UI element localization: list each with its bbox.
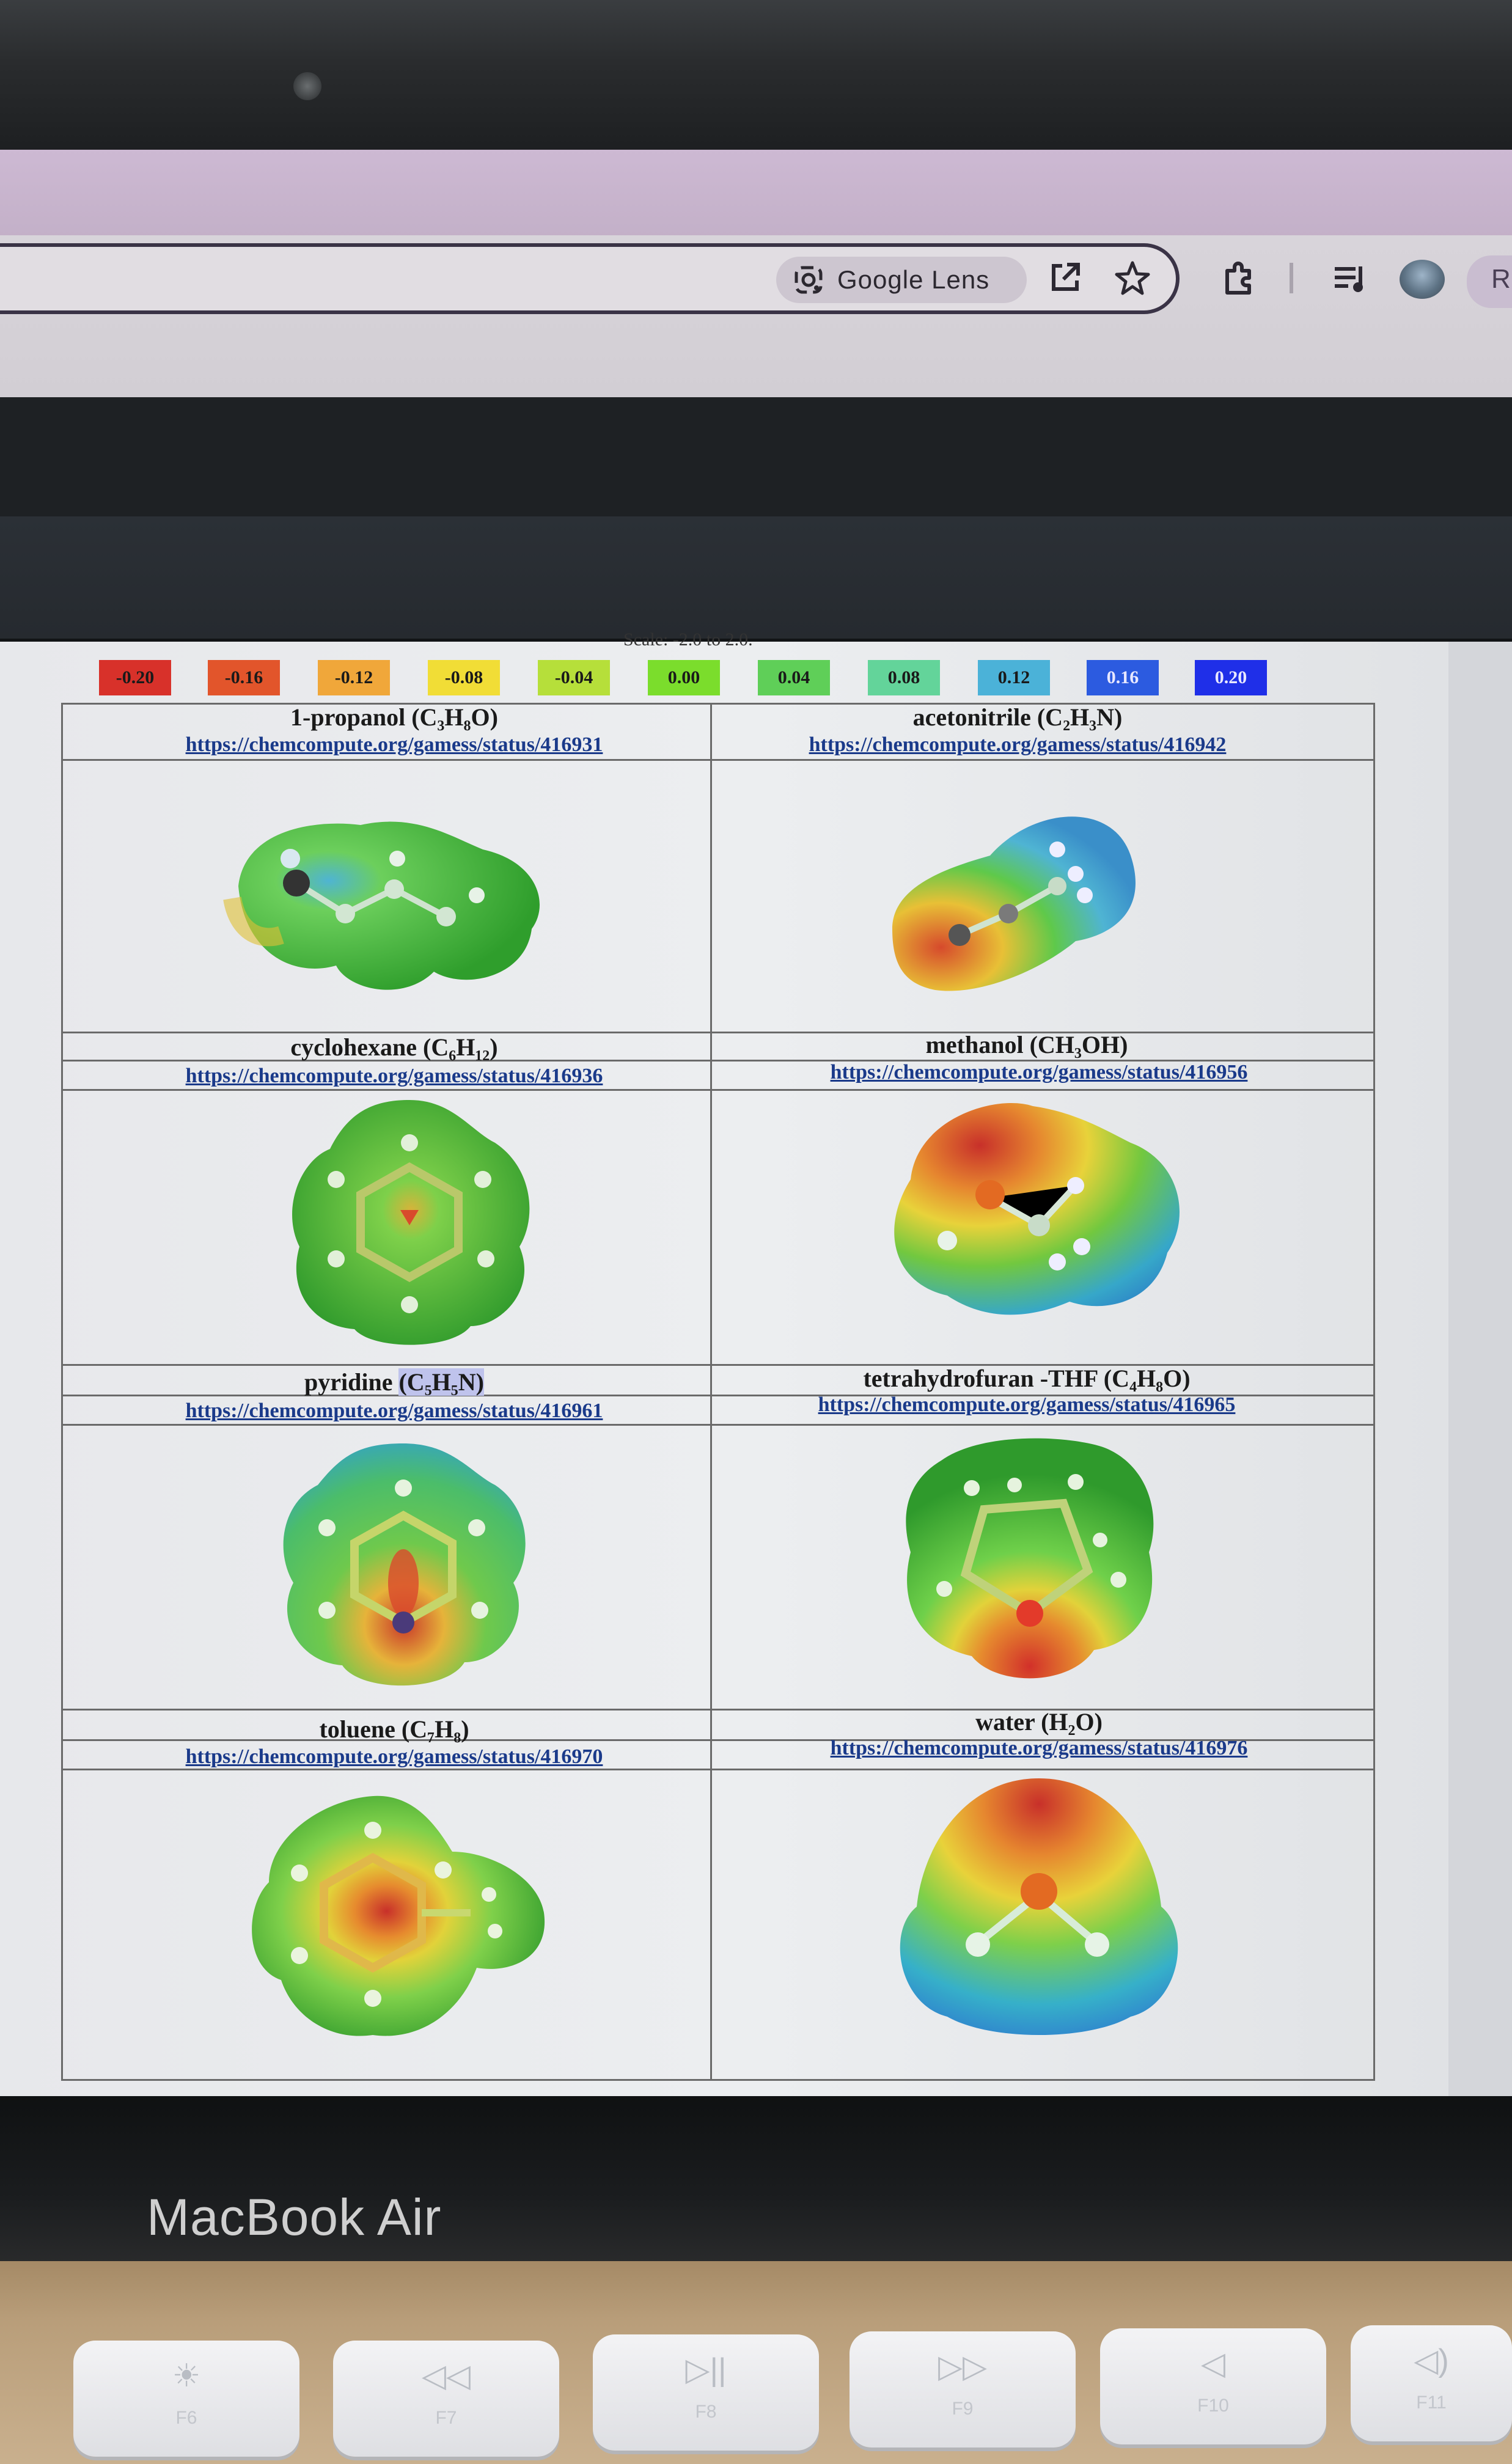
key-f11[interactable]: ◁) F11 xyxy=(1351,2325,1512,2441)
molecule-link[interactable]: https://chemcompute.org/gamess/status/41… xyxy=(830,1061,1248,1084)
key-f6[interactable]: ☀ F6 xyxy=(73,2341,299,2457)
acetonitrile-potential-map xyxy=(892,816,1136,991)
table-divider xyxy=(61,1709,1375,1711)
key-f7[interactable]: ◁◁ F7 xyxy=(333,2341,559,2457)
key-f9[interactable]: ▷▷ F9 xyxy=(850,2331,1076,2448)
volume-down-icon: ◁) xyxy=(1414,2343,1449,2378)
table-divider xyxy=(61,1739,1375,1741)
molecule-title: toluene (C₇H₈) xyxy=(319,1715,469,1743)
toolbar-divider xyxy=(1290,263,1293,293)
table-divider xyxy=(61,1032,1375,1033)
google-lens-button[interactable]: Google Lens xyxy=(776,257,1027,303)
page-dark-band xyxy=(0,397,1512,519)
scale-swatch: 0.04 xyxy=(758,660,830,695)
rewind-icon: ◁◁ xyxy=(422,2358,471,2394)
molecule-link[interactable]: https://chemcompute.org/gamess/status/41… xyxy=(818,1393,1236,1416)
camera-icon xyxy=(293,72,321,100)
scale-swatch: 0.08 xyxy=(868,660,940,695)
methanol-potential-map xyxy=(894,1103,1180,1315)
molecule-title: methanol (CH₃OH) xyxy=(925,1031,1128,1058)
extensions-icon[interactable] xyxy=(1220,258,1259,304)
table-divider xyxy=(61,1364,1375,1366)
table-divider xyxy=(710,703,712,2081)
avatar[interactable] xyxy=(1400,260,1445,299)
google-lens-icon xyxy=(793,265,824,295)
screen-bezel-bottom xyxy=(0,2096,1512,2267)
page-edge xyxy=(1448,642,1512,2105)
molecule-link[interactable]: https://chemcompute.org/gamess/status/41… xyxy=(830,1737,1248,1759)
mute-icon: ◁ xyxy=(1201,2346,1225,2382)
molecule-title: water (H₂O) xyxy=(975,1708,1103,1736)
molecule-table xyxy=(61,703,1375,2081)
water-potential-map xyxy=(900,1778,1178,2035)
fast-forward-icon: ▷▷ xyxy=(938,2349,987,2385)
screen-bezel-top xyxy=(0,0,1512,153)
device-brand: MacBook Air xyxy=(147,2188,442,2246)
propanol-potential-map xyxy=(223,821,540,990)
molecule-title: 1-propanol (C₃H₈O) xyxy=(290,703,498,731)
brightness-icon: ☀ xyxy=(172,2358,201,2394)
molecule-link[interactable]: https://chemcompute.org/gamess/status/41… xyxy=(809,733,1227,756)
table-divider xyxy=(61,1769,1375,1770)
tab-strip xyxy=(0,150,1512,238)
scale-swatch: 0.16 xyxy=(1087,660,1159,695)
thf-potential-map xyxy=(906,1438,1154,1679)
molecule-title: cyclohexane (C₆H₁₂) xyxy=(290,1033,498,1061)
scale-caption: Scale: -2.0 to 2.0. xyxy=(623,629,753,650)
table-divider xyxy=(61,759,1375,761)
key-f10[interactable]: ◁ F10 xyxy=(1100,2328,1326,2444)
star-icon[interactable] xyxy=(1114,260,1151,304)
table-divider xyxy=(61,1395,1375,1396)
table-divider xyxy=(61,1089,1375,1091)
scale-swatch: 0.12 xyxy=(978,660,1050,695)
molecule-title: pyridine (C₅H₅N) xyxy=(304,1368,484,1396)
molecule-link[interactable]: https://chemcompute.org/gamess/status/41… xyxy=(185,733,603,756)
scale-swatch: 0.20 xyxy=(1195,660,1267,695)
open-in-new-icon[interactable] xyxy=(1046,260,1083,302)
molecule-link[interactable]: https://chemcompute.org/gamess/status/41… xyxy=(185,1399,603,1422)
scale-swatch: -0.08 xyxy=(428,660,500,695)
table-divider xyxy=(61,1424,1375,1426)
molecule-title: tetrahydrofuran -THF (C₄H₈O) xyxy=(863,1365,1191,1392)
scale-swatch: -0.20 xyxy=(99,660,171,695)
cyclohexane-potential-map xyxy=(292,1100,530,1345)
scale-swatch: 0.00 xyxy=(648,660,720,695)
page-header-band xyxy=(0,516,1512,639)
scale-swatch: -0.04 xyxy=(538,660,610,695)
profile-button[interactable] xyxy=(1467,255,1512,308)
key-f8[interactable]: ▷|| F8 xyxy=(593,2334,819,2451)
molecule-link[interactable]: https://chemcompute.org/gamess/status/41… xyxy=(185,1745,603,1768)
play-pause-icon: ▷|| xyxy=(685,2352,727,2388)
google-lens-label: Google Lens xyxy=(837,265,990,294)
molecule-link[interactable]: https://chemcompute.org/gamess/status/41… xyxy=(185,1065,603,1087)
scale-swatch: -0.16 xyxy=(208,660,280,695)
molecule-title: acetonitrile (C₂H₃N) xyxy=(912,703,1123,731)
toluene-potential-map xyxy=(252,1795,545,2036)
pyridine-potential-map xyxy=(283,1443,526,1686)
table-divider xyxy=(61,1060,1375,1062)
media-queue-icon[interactable] xyxy=(1332,262,1369,302)
scale-swatch: -0.12 xyxy=(318,660,390,695)
profile-letter: R xyxy=(1491,264,1511,294)
